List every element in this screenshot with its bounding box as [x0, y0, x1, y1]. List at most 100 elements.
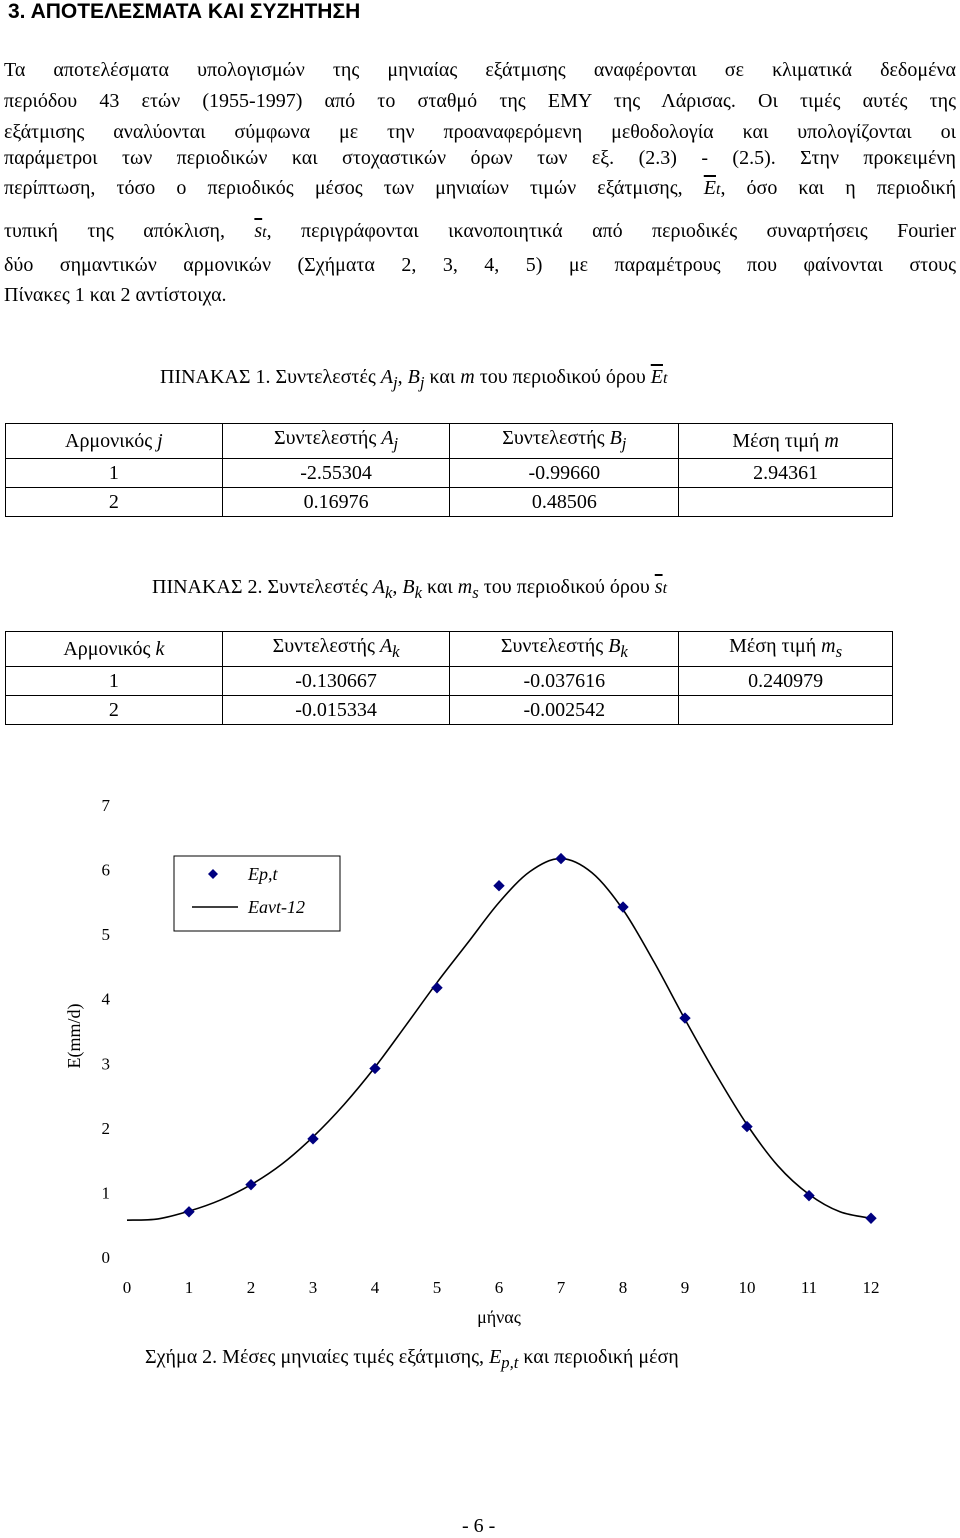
section-heading: 3. ΑΠΟΤΕΛΕΣΜΑΤΑ ΚΑΙ ΣΥΖΗΤΗΣΗ	[8, 0, 361, 23]
paragraph-text: περίπτωση, τόσο ο περιοδικός μέσος των μ…	[4, 177, 683, 199]
y-tick-label: 5	[102, 925, 111, 944]
paragraph-line: περιόδου 43 ετών (1955-1997) από το σταθ…	[4, 90, 956, 112]
table-cell: -2.55304	[221, 458, 451, 488]
caption-text: ,	[397, 366, 408, 388]
caption-var: E	[489, 1346, 502, 1368]
table-row: 1 -2.55304 -0.99660 2.94361	[5, 458, 893, 488]
legend-box	[173, 855, 341, 932]
paragraph-line: τυπική της απόκλιση, st, περιγράφονται ι…	[4, 216, 956, 248]
column-header: Συντελεστής Bj	[449, 423, 680, 459]
caption-sub: t	[662, 580, 668, 597]
caption-text: ΠΙΝΑΚΑΣ 1. Συντελεστές	[160, 366, 381, 388]
table-cell: -0.037616	[449, 666, 680, 696]
data-point-marker	[555, 852, 567, 865]
paragraph-line: εξάτμισης αναλύονται σύμφωνα με την προα…	[4, 121, 956, 143]
figure-caption: Σχήμα 2. Μέσες μηνιαίες τιμές εξάτμισης,…	[145, 1346, 679, 1373]
page-number: - 6 -	[462, 1515, 496, 1537]
symbol-s-bar: s	[254, 220, 263, 242]
symbol-subscript: t	[715, 181, 721, 198]
paragraph-text: , περιγράφονται ικανοποιητικά από περιοδ…	[266, 220, 956, 242]
caption-sub: j	[419, 373, 425, 392]
y-tick-label: 0	[102, 1248, 111, 1267]
y-tick-label: 6	[102, 861, 111, 880]
y-tick-label: 2	[102, 1119, 111, 1138]
y-tick-label: 3	[102, 1054, 111, 1073]
table-cell: 0.240979	[678, 666, 893, 696]
column-header: Συντελεστής Aj	[221, 423, 451, 459]
x-tick-label: 8	[619, 1278, 628, 1297]
table2: Αρμονικός k Συντελεστής Ak Συντελεστής B…	[5, 631, 893, 725]
caption-sub: k	[385, 583, 393, 602]
data-point-marker	[369, 1062, 381, 1075]
x-tick-label: 3	[309, 1278, 318, 1297]
legend-marker-icon	[208, 869, 218, 879]
table-header-row: Αρμονικός j Συντελεστής Aj Συντελεστής B…	[5, 423, 893, 459]
column-header: Συντελεστής Bk	[449, 631, 680, 667]
x-tick-label: 2	[247, 1278, 256, 1297]
table-cell: -0.130667	[221, 666, 451, 696]
x-tick-label: 10	[739, 1278, 756, 1297]
column-header: Μέση τιμή ms	[678, 631, 893, 667]
caption-sub: s	[472, 583, 479, 602]
legend-label: Eavt-12	[247, 897, 305, 917]
symbol-s-bar: s	[654, 576, 663, 598]
x-tick-label: 0	[123, 1278, 132, 1297]
caption-text: του περιοδικού όρου	[478, 576, 655, 598]
y-tick-label: 1	[102, 1183, 111, 1202]
caption-var: B	[402, 576, 415, 598]
table2-caption: ΠΙΝΑΚΑΣ 2. Συντελεστές Ak, Bk και ms του…	[152, 576, 667, 603]
data-point-marker	[307, 1133, 319, 1145]
y-axis-label: E(mm/d)	[64, 1004, 85, 1069]
data-point-marker	[431, 982, 443, 994]
caption-var: A	[372, 576, 385, 598]
paragraph-line: παράμετροι των περιοδικών και στοχαστικώ…	[4, 147, 956, 169]
data-point-marker	[245, 1178, 257, 1191]
table-cell: 2.94361	[678, 458, 893, 488]
table-cell: 2	[5, 487, 223, 517]
x-axis-label: μήνας	[477, 1307, 521, 1327]
x-tick-label: 4	[371, 1278, 380, 1297]
table-cell: 0.16976	[221, 487, 451, 517]
y-tick-label: 7	[102, 796, 111, 815]
caption-text: και	[424, 366, 461, 388]
paragraph-line: περίπτωση, τόσο ο περιοδικός μέσος των μ…	[4, 173, 956, 205]
data-point-marker	[183, 1206, 195, 1218]
caption-text: ΠΙΝΑΚΑΣ 2. Συντελεστές	[152, 576, 373, 598]
caption-sub: k	[414, 583, 423, 602]
column-header: Αρμονικός k	[5, 631, 223, 667]
table-cell: -0.015334	[221, 695, 451, 725]
table-cell	[678, 695, 893, 725]
data-point-marker	[741, 1120, 753, 1133]
x-tick-label: 7	[557, 1278, 566, 1297]
paragraph-line: Πίνακες 1 και 2 αντίστοιχα.	[4, 284, 227, 306]
table-cell: 1	[5, 666, 223, 696]
caption-sub: p,t	[501, 1353, 519, 1372]
column-header: Μέση τιμή m	[678, 423, 893, 459]
caption-text: Σχήμα 2. Μέσες μηνιαίες τιμές εξάτμισης,	[145, 1346, 490, 1368]
x-tick-label: 6	[495, 1278, 504, 1297]
caption-text: του περιοδικού όρου	[474, 366, 651, 388]
paragraph-text: τυπική της απόκλιση,	[4, 220, 225, 242]
table-cell	[678, 487, 893, 517]
legend-label: Ep,t	[247, 864, 278, 884]
column-header: Συντελεστής Ak	[221, 631, 451, 667]
paragraph-line: δύο σημαντικών αρμονικών (Σχήματα 2, 3, …	[4, 254, 956, 276]
caption-var: B	[407, 366, 420, 388]
data-point-marker	[803, 1189, 815, 1202]
x-tick-label: 9	[681, 1278, 690, 1297]
paragraph-line: Τα αποτελέσματα υπολογισμών της μηνιαίας…	[4, 59, 956, 81]
table-row: 2 0.16976 0.48506	[5, 487, 893, 517]
paragraph-text: , όσο και η περιοδική	[720, 177, 957, 199]
table-cell: 0.48506	[449, 487, 680, 517]
caption-var: m	[460, 366, 475, 388]
table-cell: 2	[5, 695, 223, 725]
data-point-marker	[617, 901, 629, 913]
caption-text: και περιοδική μέση	[518, 1346, 679, 1368]
data-point-marker	[679, 1012, 691, 1024]
table-cell: -0.002542	[449, 695, 680, 725]
x-tick-label: 1	[185, 1278, 194, 1297]
caption-var: A	[380, 366, 393, 388]
x-tick-label: 11	[801, 1278, 817, 1297]
table1-caption: ΠΙΝΑΚΑΣ 1. Συντελεστές Aj, Bj και m του …	[160, 366, 667, 393]
